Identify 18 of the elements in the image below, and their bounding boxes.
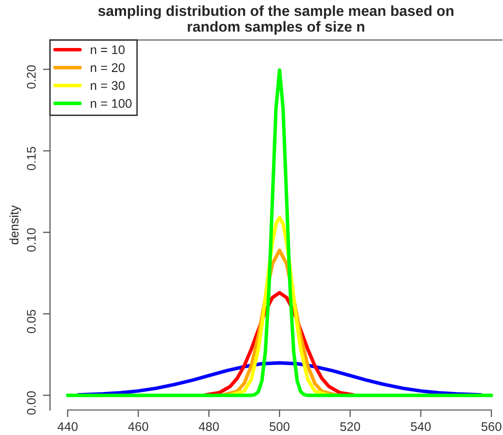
x-tick-label: 520 — [340, 422, 360, 431]
x-tick-label: 500 — [270, 422, 290, 431]
y-axis-title: density — [9, 205, 21, 244]
legend-label: n = 20 — [90, 63, 125, 72]
legend-label: n = 30 — [90, 81, 125, 90]
x-tick-label: 560 — [481, 422, 502, 431]
y-tick-label: 0.10 — [26, 228, 36, 252]
y-tick-label: 0.15 — [26, 146, 36, 170]
y-tick-label: 0.00 — [26, 391, 36, 415]
chart-title: sampling distribution of the sample mean based on random samples of size n — [98, 5, 454, 35]
x-tick-label: 480 — [198, 422, 219, 431]
legend-label: n = 100 — [90, 99, 132, 108]
x-tick-label: 540 — [410, 422, 431, 431]
y-tick-label: 0.05 — [26, 310, 36, 334]
x-tick-label: 460 — [128, 422, 148, 431]
x-tick-label: 440 — [58, 422, 78, 431]
legend-label: n = 10 — [90, 45, 125, 54]
y-tick-label: 0.20 — [26, 65, 36, 89]
